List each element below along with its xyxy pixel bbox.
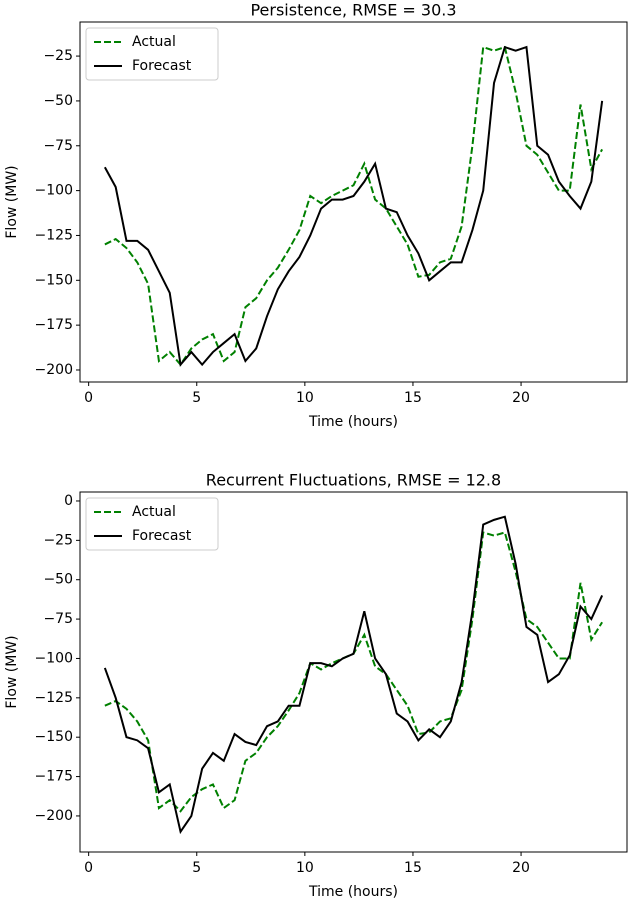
x-tick-label: 0 <box>84 860 93 876</box>
x-tick-label: 10 <box>296 860 314 876</box>
y-tick-label: −150 <box>35 272 73 288</box>
y-tick-label: −50 <box>43 572 73 588</box>
y-axis-label: Flow (MW) <box>4 165 20 238</box>
chart-title: Persistence, RMSE = 30.3 <box>250 1 456 20</box>
legend-label: Forecast <box>132 528 192 544</box>
series-line <box>103 45 604 367</box>
legend-label: Forecast <box>132 58 192 74</box>
y-tick-label: −75 <box>43 611 73 627</box>
x-tick-label: 15 <box>404 860 422 876</box>
y-tick-label: −200 <box>35 362 73 378</box>
x-axis-label: Time (hours) <box>308 414 398 430</box>
y-axis-label: Flow (MW) <box>4 635 20 708</box>
x-tick-label: 5 <box>192 860 201 876</box>
y-tick-label: −25 <box>43 48 73 64</box>
axes-frame <box>79 491 628 853</box>
x-tick-label: 0 <box>84 390 93 406</box>
y-tick-label: −175 <box>35 317 73 333</box>
y-tick-label: −200 <box>35 808 73 824</box>
series-line <box>103 515 604 835</box>
y-tick-label: −100 <box>35 183 73 199</box>
x-tick-label: 20 <box>512 390 530 406</box>
y-tick-label: −75 <box>43 138 73 154</box>
axes-frame <box>79 21 628 383</box>
y-tick-label: −125 <box>35 690 73 706</box>
x-tick-label: 20 <box>512 860 530 876</box>
x-tick-label: 10 <box>296 390 314 406</box>
legend-label: Actual <box>132 504 176 520</box>
y-tick-label: −50 <box>43 93 73 109</box>
y-tick-label: −100 <box>35 650 73 666</box>
series-line <box>104 45 604 367</box>
y-tick-label: −150 <box>35 729 73 745</box>
y-tick-label: −175 <box>35 769 73 785</box>
y-tick-label: 0 <box>64 493 73 509</box>
legend-label: Actual <box>132 34 176 50</box>
y-tick-label: −125 <box>35 227 73 243</box>
series-line <box>104 531 603 813</box>
chart-title: Recurrent Fluctuations, RMSE = 12.8 <box>206 471 501 490</box>
x-tick-label: 5 <box>192 390 201 406</box>
y-tick-label: −25 <box>43 532 73 548</box>
x-axis-label: Time (hours) <box>308 884 398 900</box>
x-tick-label: 15 <box>404 390 422 406</box>
